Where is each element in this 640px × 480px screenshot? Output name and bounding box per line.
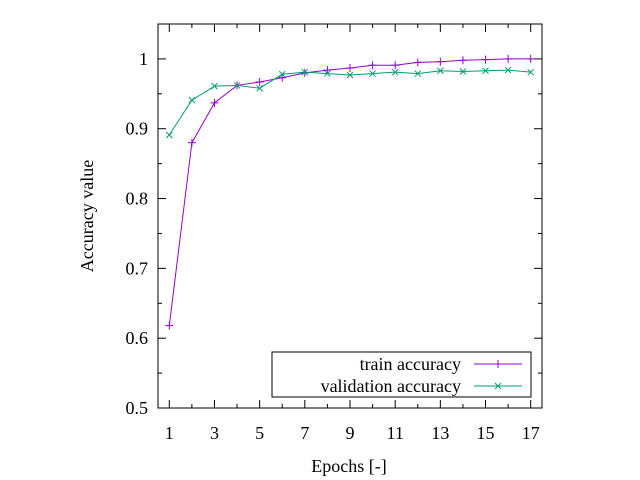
train-accuracy-point [436, 57, 445, 66]
legend-label-validation-accuracy: validation accuracy [321, 376, 461, 396]
train-accuracy-point [346, 63, 354, 72]
cross-stroke [256, 84, 264, 92]
cross-stroke [459, 68, 467, 75]
validation-accuracy-point [482, 67, 489, 75]
x-tick-label: 13 [431, 423, 449, 443]
validation-accuracy-point [391, 68, 399, 76]
validation-accuracy-point [369, 70, 376, 77]
validation-accuracy-line [168, 69, 531, 136]
train-accuracy-point [458, 56, 467, 65]
y-tick-label: 1 [139, 49, 148, 69]
validation-accuracy-point [436, 67, 444, 75]
train-accuracy-point [187, 138, 196, 147]
cross-stroke [233, 82, 241, 89]
train-accuracy-point [413, 58, 422, 67]
validation-accuracy-point [414, 70, 422, 77]
y-tick-label: 0.6 [126, 328, 149, 348]
validation-accuracy-point [324, 70, 331, 77]
y-tick-label: 0.8 [126, 189, 149, 209]
cross-stroke [188, 96, 196, 104]
legend-marker-train-accuracy [494, 360, 502, 368]
train-accuracy-point [165, 321, 174, 330]
validation-accuracy-point [256, 84, 264, 92]
train-accuracy-point [481, 55, 490, 64]
axis-ticks: 1 3 5 7 9 11 13 15 170.50.60.70.80.91 [126, 24, 542, 443]
validation-accuracy-point [165, 131, 173, 139]
x-tick-label: 5 [255, 423, 264, 443]
cross-stroke [346, 71, 354, 79]
cross-stroke [211, 82, 218, 90]
cross-stroke [391, 68, 399, 76]
cross-stroke [504, 66, 512, 74]
validation-accuracy-point [233, 82, 241, 89]
validation-accuracy-point [346, 71, 354, 79]
cross-stroke [527, 68, 535, 76]
legend-marker-validation-accuracy [494, 382, 502, 390]
series-layer [165, 54, 535, 330]
cross-stroke [414, 70, 422, 77]
legend-label-train-accuracy: train accuracy [360, 354, 461, 374]
plot-frame [157, 23, 543, 409]
validation-accuracy-point [504, 66, 512, 74]
x-tick-label: 11 [387, 423, 404, 443]
x-tick-label: 15 [477, 423, 495, 443]
validation-accuracy-point [459, 68, 467, 75]
y-tick-label: 0.5 [126, 398, 149, 418]
validation-accuracy-point [527, 68, 535, 76]
cross-stroke [165, 131, 173, 139]
train-accuracy-point [210, 98, 219, 107]
validation-accuracy-point [301, 68, 309, 76]
train-accuracy-point [504, 54, 513, 63]
cross-stroke [324, 70, 331, 77]
validation-accuracy-point [278, 70, 286, 78]
cross-stroke [301, 68, 309, 76]
x-tick-label: 1 [165, 423, 174, 443]
x-tick-label: 3 [210, 423, 219, 443]
x-tick-label: 7 [300, 423, 309, 443]
y-axis-label: Accuracy value [77, 160, 97, 272]
train-accuracy-point [368, 61, 377, 70]
validation-accuracy-point [188, 96, 196, 104]
y-tick-label: 0.7 [126, 258, 149, 278]
cross-stroke [482, 67, 489, 75]
validation-accuracy-point [211, 82, 218, 90]
train-accuracy-point [526, 54, 535, 63]
x-tick-label: 17 [522, 423, 540, 443]
train-accuracy-point [278, 73, 287, 82]
cross-stroke [494, 382, 502, 390]
train-accuracy-point [323, 66, 332, 75]
cross-stroke [436, 67, 444, 75]
y-tick-label: 0.9 [126, 119, 149, 139]
train-accuracy-point [255, 77, 264, 86]
cross-stroke [278, 70, 286, 78]
train-accuracy-line [168, 58, 531, 326]
x-tick-label: 9 [346, 423, 355, 443]
cross-stroke [369, 70, 376, 77]
train-accuracy-point [391, 61, 400, 70]
x-axis-label: Epochs [-] [311, 456, 386, 476]
legend-box [271, 351, 532, 398]
